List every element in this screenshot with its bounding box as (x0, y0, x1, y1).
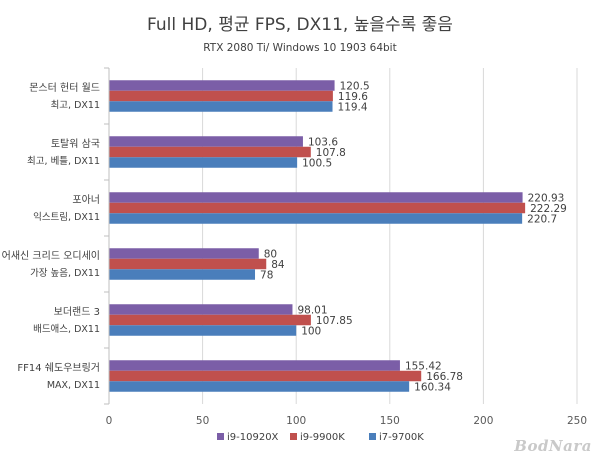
data-label: 222.29 (530, 203, 567, 215)
data-label: 155.42 (405, 360, 442, 372)
data-label: 107.8 (316, 147, 346, 159)
data-label: 220.93 (528, 192, 565, 204)
data-label: 220.7 (527, 213, 557, 225)
data-label: 78 (260, 269, 273, 281)
x-tick-label: 200 (473, 415, 493, 427)
bar (109, 258, 267, 270)
legend-label: i9-10920X (227, 432, 279, 443)
category-label: FF14 쉐도우브링거 (17, 362, 100, 374)
bar (109, 146, 311, 158)
legend-label: i9-9900K (300, 432, 345, 443)
data-label: 120.5 (340, 80, 370, 92)
chart-title: Full HD, 평균 FPS, DX11, 높을수록 좋음 (147, 15, 453, 35)
bar (109, 202, 526, 214)
bar (109, 325, 297, 336)
bar (109, 304, 293, 315)
category-sublabel: MAX, DX11 (47, 380, 100, 391)
bar (109, 360, 400, 371)
category-sublabel: 익스트림, DX11 (33, 211, 100, 223)
bar (109, 213, 523, 224)
data-label: 80 (264, 248, 277, 260)
x-tick-label: 100 (286, 415, 306, 427)
data-label: 103.6 (308, 136, 338, 148)
bar (109, 101, 333, 112)
legend-swatch (369, 433, 376, 440)
data-label: 100 (301, 325, 321, 337)
data-label: 119.6 (338, 91, 368, 103)
data-label: 84 (271, 259, 285, 271)
bar (109, 80, 335, 91)
data-label: 100.5 (302, 157, 332, 169)
bar (109, 90, 333, 102)
bar (109, 370, 422, 382)
legend-swatch (217, 433, 224, 440)
x-tick-label: 250 (567, 415, 587, 427)
legend-swatch (290, 433, 297, 440)
category-label: 어새신 크리드 오디세이 (2, 250, 100, 262)
data-label: 166.78 (426, 371, 463, 383)
category-sublabel: 배드애스, DX11 (33, 324, 100, 335)
x-tick-label: 150 (380, 415, 400, 427)
data-label: 160.34 (414, 381, 451, 393)
bar (109, 314, 311, 326)
grid-lines (108, 68, 578, 404)
category-sublabel: 최고, 베틀, DX11 (27, 156, 100, 167)
bar (109, 192, 523, 203)
watermark-logo: BodNara (514, 437, 592, 455)
category-sublabel: 가장 높음, DX11 (30, 268, 100, 279)
legend-label: i7-9700K (379, 432, 424, 443)
category-label: 보더랜드 3 (54, 306, 100, 318)
bar (109, 157, 298, 168)
bar (109, 136, 303, 147)
x-tick-label: 0 (106, 415, 113, 427)
category-label: 포아너 (72, 194, 100, 206)
category-label: 몬스터 헌터 월드 (29, 82, 100, 94)
chart-subtitle: RTX 2080 Ti/ Windows 10 1903 64bit (203, 42, 397, 54)
bar (109, 269, 256, 280)
legend: i9-10920X i9-9900K i7-9700K (217, 432, 424, 443)
data-label: 119.4 (338, 101, 368, 113)
data-label: 98.01 (297, 304, 327, 316)
x-tick-label: 50 (196, 415, 209, 427)
bar (109, 381, 410, 392)
bar (109, 248, 259, 259)
category-label: 토탈워 삼국 (51, 137, 100, 150)
category-sublabel: 최고, DX11 (51, 100, 100, 111)
data-label: 107.85 (316, 315, 353, 327)
